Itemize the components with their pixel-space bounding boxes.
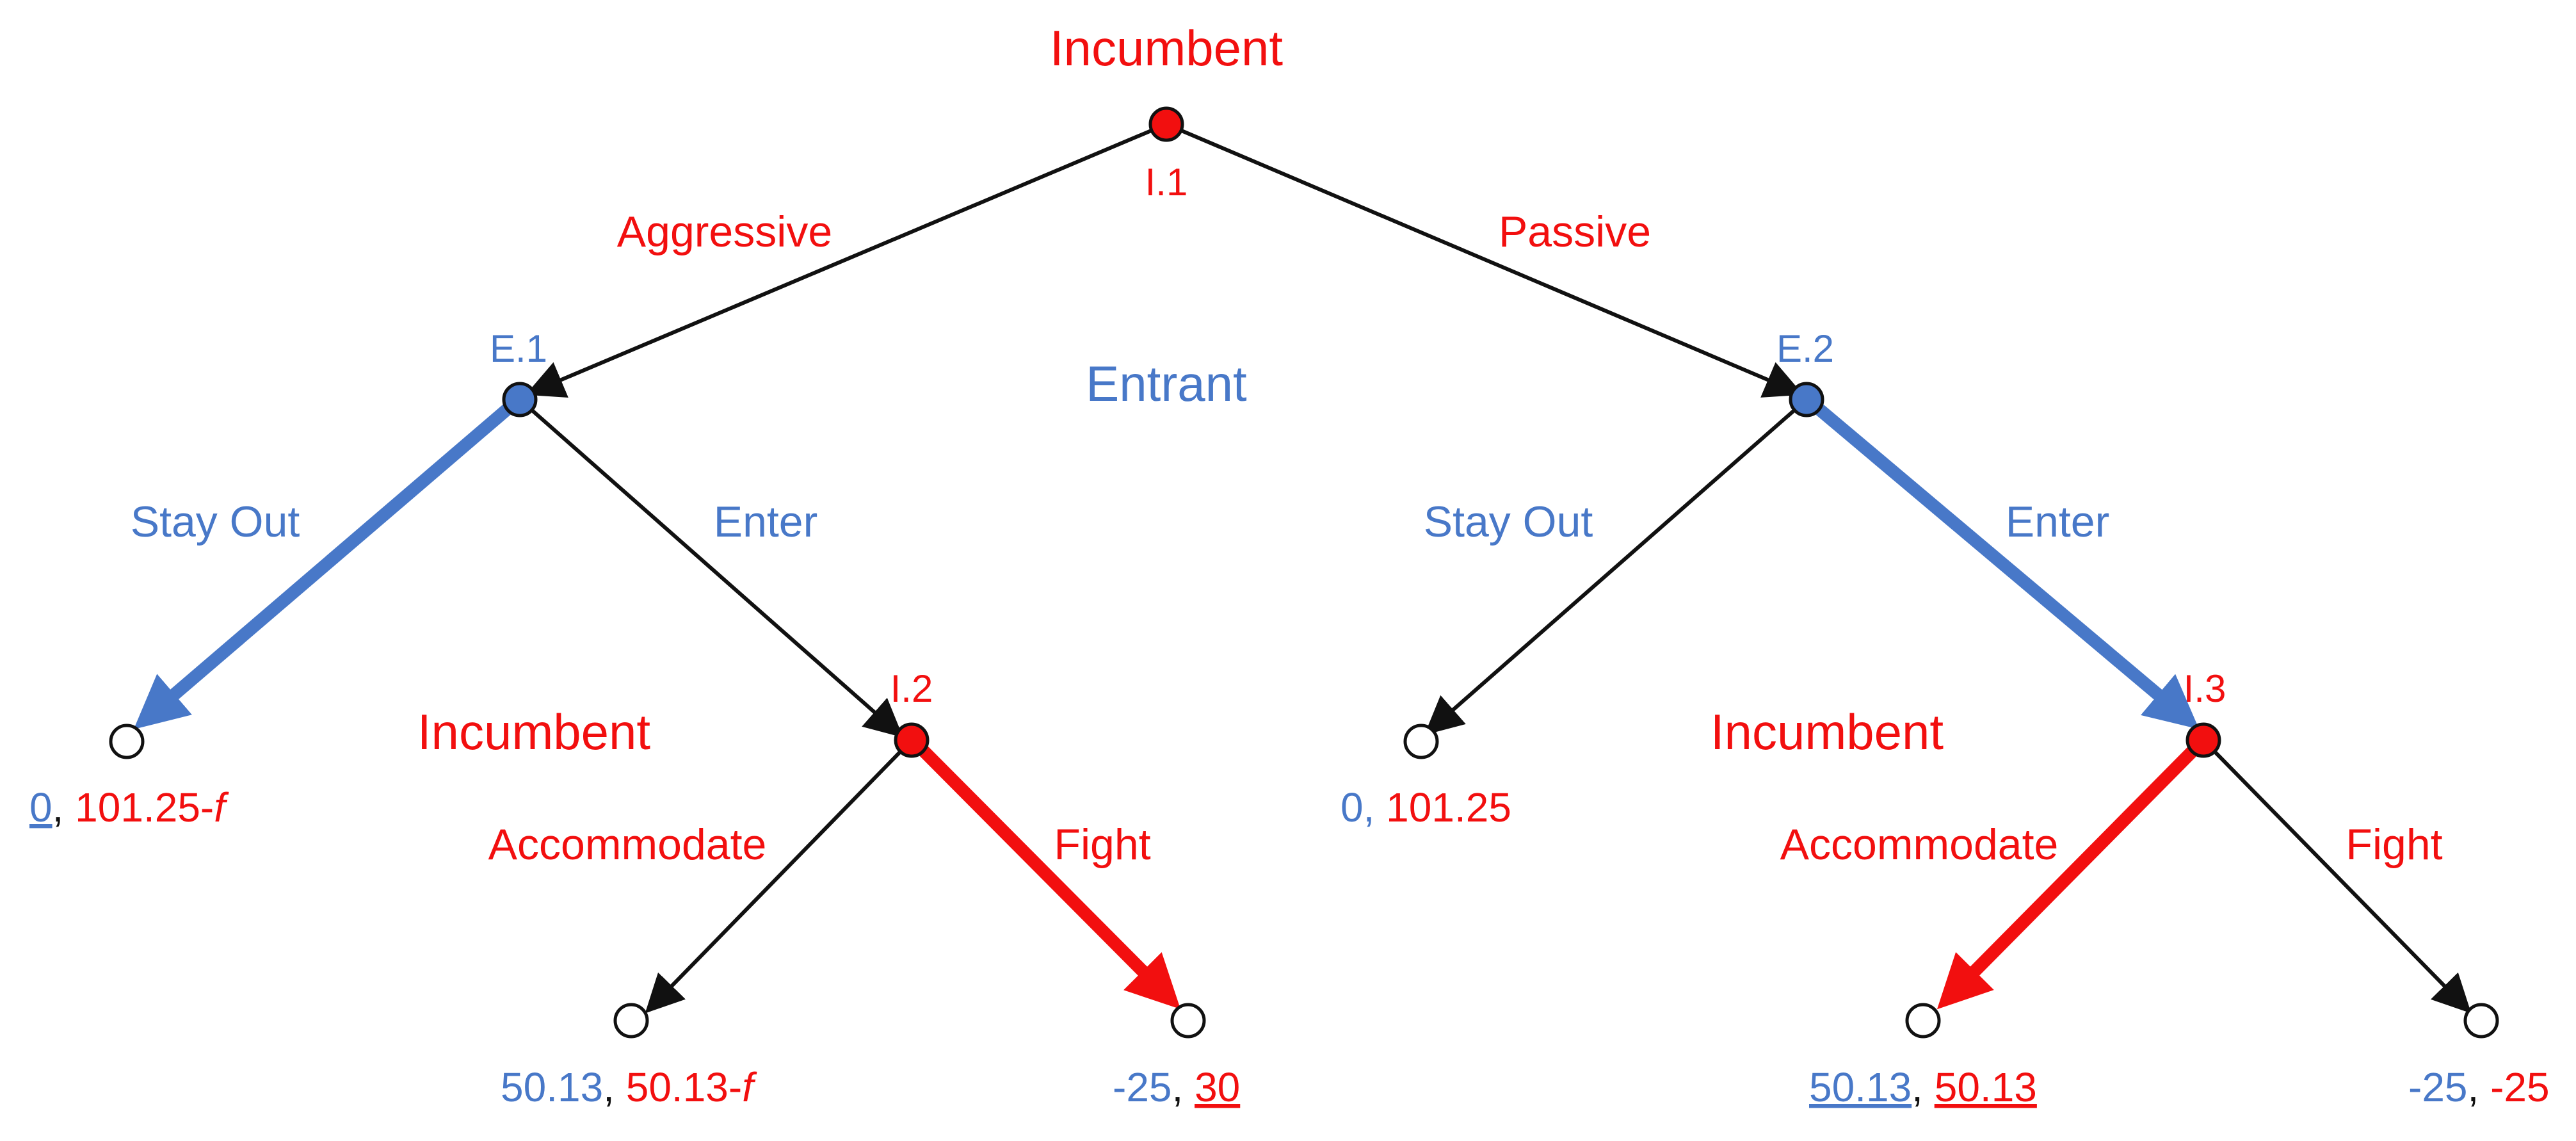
player-label-incumbent-top: Incumbent	[1050, 20, 1284, 76]
payoff-5-entrant: 50.13	[1809, 1064, 1912, 1110]
action-label-enter-1: Enter	[714, 498, 818, 546]
payoff-3-separator: ,	[603, 1064, 626, 1110]
action-label-stay-out-1: Stay Out	[131, 498, 300, 546]
payoff-4-incumbent: 30	[1195, 1064, 1240, 1110]
node-label-i2: I.2	[890, 667, 933, 710]
payoff-6: -25, -25	[2408, 1064, 2550, 1110]
action-label-accommodate-2: Accommodate	[1780, 820, 2059, 869]
terminal-6	[2463, 1003, 2499, 1039]
payoff-2-entrant: 0,	[1340, 784, 1386, 830]
payoff-2: 0, 101.25	[1340, 784, 1511, 830]
node-i3	[2186, 722, 2221, 758]
payoff-4: -25, 30	[1113, 1064, 1240, 1110]
node-i2	[894, 722, 930, 758]
node-e1	[502, 382, 538, 417]
action-label-passive: Passive	[1499, 207, 1651, 256]
node-label-e1: E.1	[490, 327, 547, 370]
payoff-5-separator: ,	[1912, 1064, 1935, 1110]
action-label-stay-out-2: Stay Out	[1424, 498, 1593, 546]
action-label-enter-2: Enter	[2006, 498, 2110, 546]
edge-stay-out-2	[1424, 398, 1808, 735]
payoff-5-incumbent: 50.13	[1935, 1064, 2037, 1110]
terminal-5	[1905, 1003, 1941, 1039]
payoff-1-incumbent: 101.25-	[75, 784, 214, 830]
payoff-1-f: f	[214, 784, 229, 830]
payoff-1-separator: ,	[52, 784, 76, 830]
node-label-i1: I.1	[1145, 161, 1188, 204]
action-label-accommodate-1: Accommodate	[488, 820, 767, 869]
edge-fight-1	[917, 744, 1181, 1010]
edge-stay-out-1	[133, 402, 514, 730]
edge-accommodate-2	[1936, 744, 2200, 1010]
node-e2	[1789, 382, 1824, 417]
edge-enter-1	[519, 398, 904, 738]
terminal-2	[1403, 724, 1439, 759]
payoff-5: 50.13, 50.13	[1809, 1064, 2037, 1110]
edge-accommodate-1	[645, 738, 914, 1014]
terminal-4	[1170, 1003, 1206, 1039]
terminal-1	[109, 724, 145, 759]
action-label-fight-1: Fight	[1054, 820, 1150, 869]
player-label-entrant: Entrant	[1086, 355, 1247, 412]
terminal-3	[613, 1003, 649, 1039]
action-label-aggressive: Aggressive	[617, 207, 832, 256]
node-label-e2: E.2	[1776, 327, 1834, 370]
node-i1	[1148, 106, 1184, 142]
payoff-6-entrant: -25	[2408, 1064, 2468, 1110]
payoff-3-f: f	[742, 1064, 757, 1110]
payoff-4-entrant: -25	[1113, 1064, 1172, 1110]
node-label-i3: I.3	[2184, 667, 2226, 710]
edge-fight-2	[2202, 738, 2472, 1014]
payoff-4-separator: ,	[1172, 1064, 1195, 1110]
payoff-6-separator: ,	[2468, 1064, 2491, 1110]
payoff-3-incumbent: 50.13-	[626, 1064, 742, 1110]
edge-enter-2	[1812, 402, 2200, 729]
player-label-incumbent-right: Incumbent	[1711, 704, 1944, 760]
payoff-6-incumbent: -25	[2490, 1064, 2550, 1110]
player-label-incumbent-left: Incumbent	[417, 704, 651, 760]
payoff-3-entrant: 50.13	[501, 1064, 603, 1110]
payoff-1: 0, 101.25-f	[29, 784, 229, 830]
payoff-1-entrant: 0	[29, 784, 52, 830]
edge-passive	[1165, 122, 1804, 398]
payoff-2-incumbent: 101.25	[1386, 784, 1511, 830]
edge-aggressive	[525, 122, 1168, 398]
action-label-fight-2: Fight	[2346, 820, 2442, 869]
payoff-3: 50.13, 50.13-f	[501, 1064, 757, 1110]
